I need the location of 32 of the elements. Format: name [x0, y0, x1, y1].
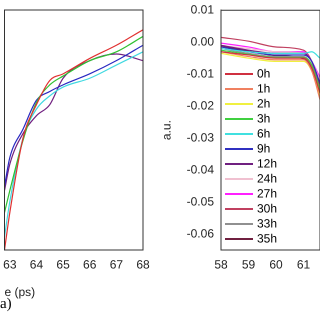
legend-label: 35h: [257, 231, 278, 246]
legend-label: 3h: [257, 111, 270, 126]
legend-label: 2h: [257, 96, 270, 110]
x-tick-label: 67: [110, 258, 124, 272]
x-tick-label: 61: [296, 258, 310, 272]
legend-label: 6h: [257, 126, 270, 140]
y-tick-label: 0.00: [190, 34, 214, 48]
legend-label: 30h: [257, 201, 278, 216]
legend-label: 0h: [257, 66, 270, 80]
y-axis-title: a.u.: [160, 120, 174, 140]
y-tick-label: -0.06: [186, 226, 214, 240]
x-tick-label: 64: [30, 258, 44, 272]
x-tick-label: 68: [136, 258, 150, 272]
x-tick-label: 60: [269, 258, 283, 272]
y-tick-label: 0.01: [190, 2, 214, 17]
legend-label: 12h: [257, 156, 278, 170]
y-tick-label: -0.05: [186, 194, 214, 208]
legend-label: 1h: [257, 81, 270, 96]
x-tick-label: 58: [214, 258, 228, 272]
legend-label: 33h: [257, 216, 278, 230]
y-tick-label: -0.01: [186, 66, 214, 80]
legend-label: 9h: [257, 141, 270, 156]
legend-label: 27h: [257, 186, 278, 200]
x-tick-label: 63: [3, 258, 17, 272]
x-tick-label: 65: [56, 258, 70, 272]
x-tick-label: 66: [83, 258, 97, 272]
y-tick-label: -0.04: [186, 162, 214, 176]
y-tick-label: -0.02: [186, 98, 214, 112]
y-tick-label: -0.03: [186, 130, 214, 144]
x-tick-label: 59: [242, 258, 256, 272]
legend-label: 24h: [257, 171, 278, 186]
line-series: [221, 48, 320, 59]
